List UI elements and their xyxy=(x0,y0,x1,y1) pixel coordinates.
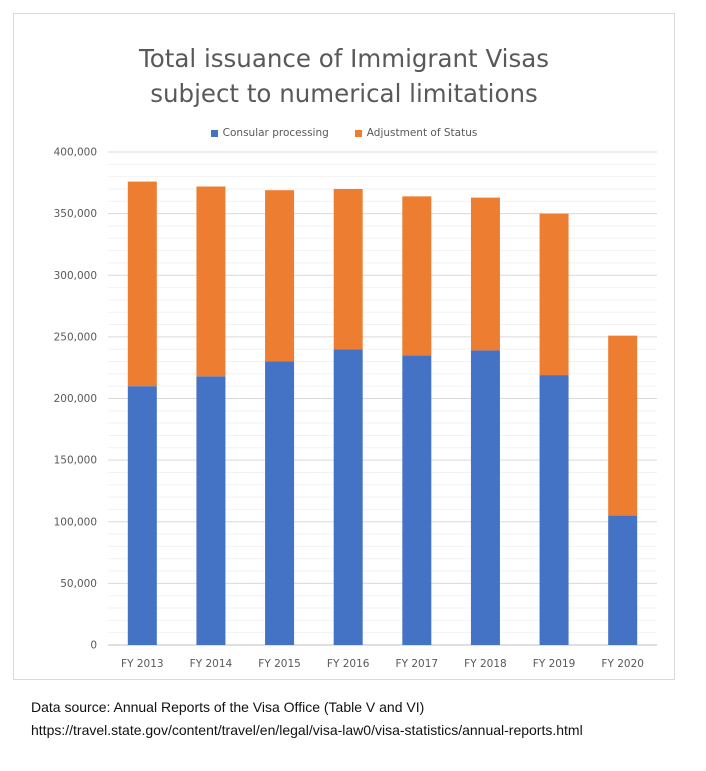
x-tick-label: FY 2015 xyxy=(258,658,301,670)
bar-consular-processing xyxy=(333,349,363,645)
y-tick-label: 300,000 xyxy=(54,270,97,282)
bar-adjustment-of-status xyxy=(608,335,638,516)
y-tick-label: 100,000 xyxy=(54,516,97,528)
legend-swatch-adjustment xyxy=(354,129,362,137)
x-tick-label: FY 2017 xyxy=(396,658,439,670)
y-tick-label: 350,000 xyxy=(54,208,97,220)
y-tick-label: 150,000 xyxy=(54,455,97,467)
bar-adjustment-of-status xyxy=(265,190,295,362)
bar-consular-processing xyxy=(265,361,295,645)
legend-item-adjustment: Adjustment of Status xyxy=(354,127,478,139)
bar-consular-processing xyxy=(127,386,157,645)
bar-consular-processing xyxy=(470,350,500,645)
x-tick-label: FY 2020 xyxy=(601,658,644,670)
x-tick-label: FY 2013 xyxy=(121,658,164,670)
x-tick-label: FY 2018 xyxy=(464,658,507,670)
bar-adjustment-of-status xyxy=(539,213,569,376)
y-tick-label: 0 xyxy=(90,640,97,652)
y-tick-label: 400,000 xyxy=(54,147,97,159)
y-tick-label: 250,000 xyxy=(54,331,97,343)
chart-title-line-1: Total issuance of Immigrant Visas xyxy=(138,44,550,73)
bar-consular-processing xyxy=(196,376,226,645)
legend-label-adjustment: Adjustment of Status xyxy=(366,127,478,139)
bar-adjustment-of-status xyxy=(402,196,432,356)
legend-item-consular: Consular processing xyxy=(210,127,329,139)
bar-adjustment-of-status xyxy=(470,197,500,351)
chart-title-line-2: subject to numerical limitations xyxy=(150,79,538,108)
bar-consular-processing xyxy=(539,375,569,645)
y-tick-label: 50,000 xyxy=(60,578,97,590)
bar-adjustment-of-status xyxy=(196,186,226,377)
x-tick-label: FY 2016 xyxy=(327,658,370,670)
legend-label-consular: Consular processing xyxy=(222,127,329,139)
bar-consular-processing xyxy=(608,515,638,645)
legend-swatch-consular xyxy=(210,129,218,137)
plot-area: 0 50,000 100,000 150,000 200,000 250,000 300,0… xyxy=(54,147,657,670)
bar-consular-processing xyxy=(402,355,432,645)
bar-adjustment-of-status xyxy=(127,181,157,387)
source-url: https://travel.state.gov/content/travel/… xyxy=(31,722,583,738)
legend: Consular processing Adjustment of Status xyxy=(14,127,674,139)
x-tick-label: FY 2019 xyxy=(533,658,576,670)
y-tick-label: 200,000 xyxy=(54,393,97,405)
bar-adjustment-of-status xyxy=(333,188,363,350)
x-tick-label: FY 2014 xyxy=(190,658,233,670)
source-note: Data source: Annual Reports of the Visa … xyxy=(31,699,425,715)
